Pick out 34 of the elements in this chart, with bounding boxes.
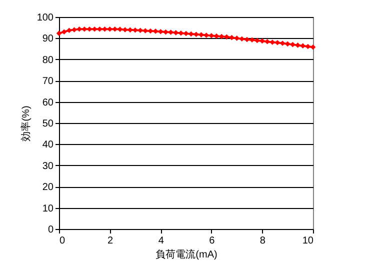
y-tick-label: 0 [48,224,54,236]
x-tick-label: 4 [158,236,164,246]
y-axis-title: 効率(%) [20,106,32,142]
y-tick-label: 100 [36,12,54,24]
y-tick-label: 80 [42,54,54,66]
point [173,30,178,36]
y-tick-label: 20 [42,182,54,194]
point [300,43,306,48]
point [295,42,300,48]
point [234,36,240,41]
point [76,26,82,32]
point [290,42,296,48]
y-tick-label: 40 [42,140,54,151]
y-tick-label: 10 [42,203,54,214]
y-tick-label: 50 [42,118,54,130]
x-tick-label: 2 [108,236,114,246]
point [198,32,204,38]
y-tick-label: 70 [42,76,54,88]
point [264,38,270,44]
x-tick-label: 0 [60,236,66,246]
point [61,29,67,34]
y-tick-label: 30 [42,160,54,172]
point [102,26,108,32]
point [107,26,112,32]
point [163,29,168,35]
x-axis-title: 負荷電流(mA) [156,248,218,260]
point [72,27,77,32]
point [310,44,316,50]
y-tick-label: 60 [42,97,54,108]
y-tick-label: 90 [42,34,54,45]
x-tick-label: 10 [302,236,314,246]
x-tick-label: 6 [209,236,216,246]
x-tick-label: 8 [260,236,266,246]
point [66,28,72,33]
